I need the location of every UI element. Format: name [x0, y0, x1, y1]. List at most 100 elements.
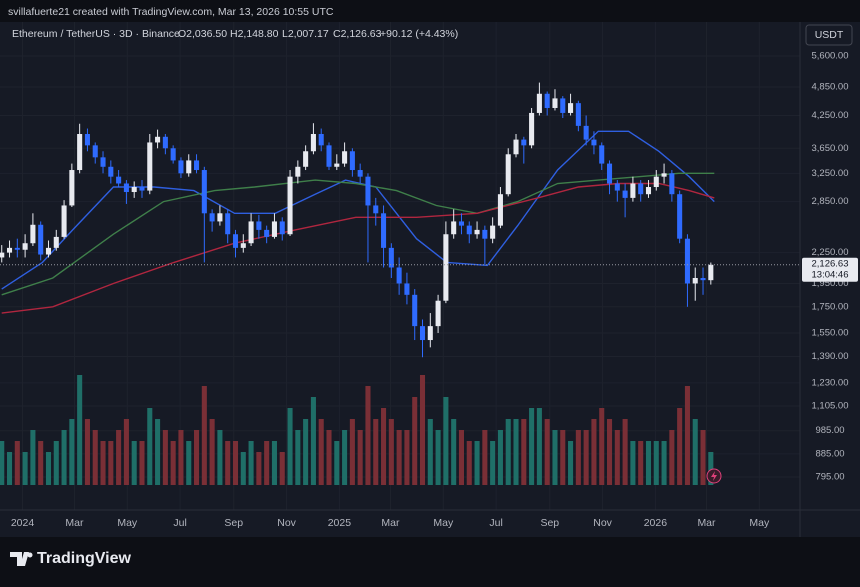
candle-body: [201, 170, 207, 214]
candle-body: [225, 213, 231, 235]
candle-body: [310, 134, 316, 152]
volume-bar: [599, 408, 605, 485]
candle-body: [560, 98, 566, 113]
volume-bar: [614, 430, 620, 485]
candle-body: [677, 194, 683, 239]
candle-body: [708, 264, 714, 281]
logo-dot: [27, 552, 33, 558]
candle-body: [521, 139, 527, 146]
volume-bar: [123, 419, 129, 485]
volume-bar: [708, 452, 714, 485]
candle-body: [30, 224, 36, 244]
candle-body: [583, 125, 589, 140]
volume-bar: [583, 430, 589, 485]
candle-body: [38, 224, 44, 255]
volume-bar: [38, 441, 44, 485]
volume-bar: [373, 419, 379, 485]
y-tick-label: 795.00: [815, 471, 844, 482]
candle-body: [100, 157, 106, 167]
volume-bar: [513, 419, 519, 485]
legend-low: L2,007.17: [282, 28, 329, 40]
axes: 5,600.00 4,850.00 4,250.00 3,650.00 3,250.00…: [11, 51, 858, 529]
volume-bar: [575, 430, 581, 485]
candle-body: [131, 187, 137, 193]
candle-body: [427, 326, 433, 341]
candle-body: [529, 112, 535, 146]
x-tick-label: Sep: [540, 517, 559, 529]
volume-bar: [225, 441, 231, 485]
candle-body: [474, 229, 480, 235]
x-tick-label: 2024: [11, 517, 35, 529]
volume-bar: [287, 408, 293, 485]
candle-body: [373, 205, 379, 214]
candle-body: [45, 247, 52, 255]
y-tick-label: 1,950.00: [812, 278, 849, 289]
legend-change: +90.12 (+4.43%): [380, 28, 458, 40]
volume-bar: [381, 408, 387, 485]
candle-body: [451, 221, 457, 235]
volume-bar: [661, 441, 667, 485]
candle-body: [318, 134, 324, 146]
candle-body: [334, 163, 340, 167]
volume-bar: [443, 397, 449, 485]
y-tick-label: 1,230.00: [812, 377, 849, 388]
brand-name: TradingView: [37, 550, 132, 567]
x-tick-label: Jul: [173, 517, 186, 529]
candle-body: [295, 166, 301, 177]
x-tick-label: May: [749, 517, 770, 529]
candle-body: [497, 194, 503, 226]
y-tick-label: 2,250.00: [812, 247, 849, 258]
candle-body: [505, 154, 511, 195]
y-tick-label: 3,250.00: [812, 168, 849, 179]
volume-bar: [396, 430, 402, 485]
candle-body: [591, 139, 597, 146]
candle-body: [669, 173, 675, 195]
volume-bar: [552, 430, 558, 485]
credit-line: svillafuerte21 created with TradingView.…: [8, 6, 334, 18]
volume-bar: [232, 441, 239, 485]
moving-average-line: [1, 182, 715, 314]
volume-bar: [45, 452, 52, 485]
volume-bar: [77, 375, 83, 485]
volume-bar: [536, 408, 542, 485]
volume-bar: [606, 419, 613, 485]
candle-body: [638, 183, 644, 195]
candle-body: [412, 294, 418, 327]
y-tick-label: 2,850.00: [812, 196, 849, 207]
volume-bar: [684, 386, 690, 485]
volume-bar: [318, 419, 324, 485]
candle-body: [92, 145, 98, 158]
volume-bar: [155, 419, 161, 485]
y-tick-label: 5,600.00: [812, 51, 849, 62]
candle-body: [622, 190, 628, 198]
candle-body: [53, 236, 59, 248]
volume-bar: [645, 441, 652, 485]
volume-bar: [700, 430, 706, 485]
volume-bar: [303, 419, 309, 485]
volume-layer: [0, 375, 714, 485]
volume-bar: [466, 441, 472, 485]
x-tick-label: Nov: [277, 517, 296, 529]
x-tick-label: Jul: [489, 517, 502, 529]
candle-body: [77, 134, 83, 171]
volume-bar: [194, 430, 200, 485]
candle-body: [630, 183, 636, 198]
candle-body: [599, 145, 605, 164]
y-tick-label: 885.00: [815, 448, 844, 459]
x-tick-label: Mar: [697, 517, 716, 529]
volume-bar: [458, 430, 465, 485]
y-tick-label: 1,390.00: [812, 351, 849, 362]
candle-body: [6, 247, 13, 253]
candle-body: [396, 267, 402, 284]
volume-bar: [240, 452, 246, 485]
currency-label[interactable]: USDT: [815, 29, 844, 41]
candle-body: [614, 183, 620, 191]
currency-button[interactable]: [805, 24, 853, 46]
volume-bar: [388, 419, 394, 485]
symbol: Ethereum / TetherUS · 3D · Binance: [12, 28, 180, 40]
volume-bar: [568, 441, 574, 485]
candle-body: [22, 243, 28, 250]
x-tick-label: 2025: [328, 517, 352, 529]
candle-body: [575, 103, 581, 126]
x-tick-label: May: [433, 517, 454, 529]
